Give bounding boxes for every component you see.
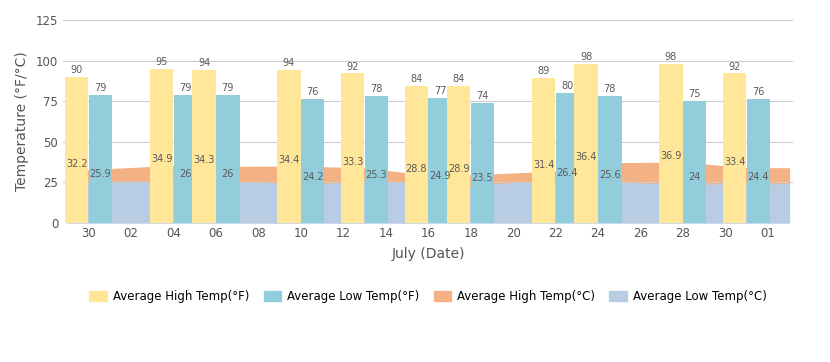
Bar: [193, 70, 216, 223]
Bar: [747, 100, 770, 223]
Text: 34.9: 34.9: [151, 154, 173, 164]
Text: 78: 78: [603, 84, 616, 94]
Y-axis label: Temperature (°F/°C): Temperature (°F/°C): [15, 51, 29, 191]
Bar: [598, 96, 622, 223]
Bar: [150, 69, 173, 223]
Bar: [173, 94, 197, 223]
Text: 98: 98: [665, 52, 677, 62]
Text: 23.5: 23.5: [471, 173, 493, 183]
Bar: [659, 64, 682, 223]
Bar: [471, 102, 494, 223]
Text: 79: 79: [222, 83, 234, 93]
Text: 34.3: 34.3: [193, 155, 215, 165]
Bar: [341, 73, 364, 223]
Text: 94: 94: [198, 58, 210, 68]
Bar: [574, 64, 598, 223]
Bar: [277, 70, 300, 223]
Text: 74: 74: [476, 90, 489, 101]
Text: 89: 89: [538, 66, 549, 76]
Text: 95: 95: [155, 57, 168, 67]
Bar: [364, 96, 388, 223]
Text: 33.4: 33.4: [724, 157, 745, 167]
Text: 84: 84: [410, 75, 422, 84]
Text: 36.4: 36.4: [575, 152, 597, 162]
Text: 94: 94: [283, 58, 295, 68]
Text: 84: 84: [452, 75, 465, 84]
Bar: [723, 73, 746, 223]
Text: 31.4: 31.4: [533, 160, 554, 170]
Text: 78: 78: [370, 84, 383, 94]
Text: 26: 26: [179, 169, 192, 179]
Text: 90: 90: [71, 65, 83, 75]
Text: 24: 24: [689, 172, 701, 182]
Text: 76: 76: [752, 88, 764, 97]
Text: 77: 77: [434, 86, 447, 96]
Bar: [89, 94, 112, 223]
Bar: [428, 98, 452, 223]
Bar: [301, 100, 325, 223]
Text: 92: 92: [729, 62, 741, 72]
Text: 24.2: 24.2: [302, 172, 324, 182]
Text: 76: 76: [306, 88, 319, 97]
Text: 28.8: 28.8: [406, 164, 427, 174]
Bar: [216, 94, 240, 223]
Bar: [405, 87, 428, 223]
Bar: [683, 101, 706, 223]
Text: 34.4: 34.4: [278, 155, 300, 165]
Text: 75: 75: [688, 89, 701, 99]
Text: 24.4: 24.4: [748, 172, 769, 182]
Text: 33.3: 33.3: [342, 157, 364, 167]
Text: 32.2: 32.2: [66, 159, 88, 169]
Text: 25.6: 25.6: [599, 170, 621, 180]
Bar: [532, 78, 555, 223]
Text: 92: 92: [346, 62, 359, 72]
Text: 28.9: 28.9: [448, 164, 470, 174]
Text: 79: 79: [179, 83, 192, 93]
X-axis label: July (Date): July (Date): [392, 247, 465, 261]
Bar: [65, 77, 89, 223]
Text: 26.4: 26.4: [557, 168, 579, 178]
Text: 79: 79: [95, 83, 107, 93]
Text: 36.9: 36.9: [660, 151, 681, 161]
Legend: Average High Temp(°F), Average Low Temp(°F), Average High Temp(°C), Average Low : Average High Temp(°F), Average Low Temp(…: [85, 285, 772, 308]
Text: 25.3: 25.3: [365, 170, 388, 180]
Text: 80: 80: [561, 81, 574, 91]
Bar: [447, 87, 471, 223]
Text: 25.9: 25.9: [90, 169, 111, 179]
Bar: [556, 93, 579, 223]
Text: 26: 26: [222, 169, 234, 179]
Text: 98: 98: [580, 52, 592, 62]
Text: 24.9: 24.9: [429, 171, 451, 181]
